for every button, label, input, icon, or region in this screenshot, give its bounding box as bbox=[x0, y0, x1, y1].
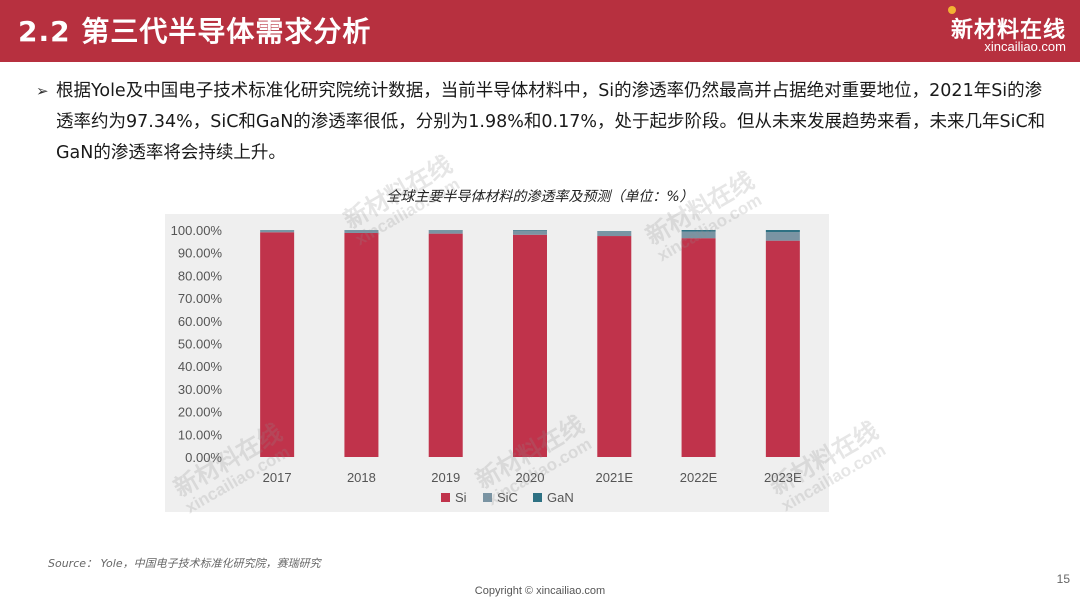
bar-si-2021e bbox=[597, 236, 632, 457]
bullet-arrow-icon: ➢ bbox=[36, 82, 49, 100]
y-tick-label: 50.00% bbox=[178, 337, 223, 352]
bullet-paragraph: ➢ 根据Yole及中国电子技术标准化研究院统计数据，当前半导体材料中，Si的渗透… bbox=[36, 76, 1056, 169]
title-bar: 2.2 第三代半导体需求分析 新材料在线 xincailiao.com bbox=[0, 0, 1080, 62]
bar-sic-2020 bbox=[513, 230, 547, 235]
x-tick-label: 2022E bbox=[680, 470, 718, 485]
legend-label-si: Si bbox=[455, 490, 467, 505]
bar-gan-2022e bbox=[681, 230, 716, 232]
bar-si-2020 bbox=[513, 234, 547, 457]
y-tick-label: 80.00% bbox=[178, 268, 223, 283]
chart-title: 全球主要半导体材料的渗透率及预测（单位：%） bbox=[386, 189, 694, 205]
y-tick-label: 90.00% bbox=[178, 246, 223, 261]
legend-swatch-gan bbox=[533, 493, 542, 502]
y-tick-label: 30.00% bbox=[178, 382, 223, 397]
page-title: 2.2 第三代半导体需求分析 bbox=[18, 15, 372, 48]
bar-si-2018 bbox=[344, 232, 379, 457]
logo-english-text: xincailiao.com bbox=[984, 39, 1066, 54]
x-tick-label: 2019 bbox=[431, 470, 460, 485]
x-tick-label: 2018 bbox=[347, 470, 376, 485]
y-tick-label: 70.00% bbox=[178, 291, 223, 306]
bar-sic-2022e bbox=[681, 231, 716, 239]
logo-dot-icon bbox=[948, 6, 956, 14]
y-tick-label: 60.00% bbox=[178, 314, 223, 329]
x-tick-label: 2021E bbox=[595, 470, 633, 485]
legend-swatch-si bbox=[441, 493, 450, 502]
legend-label-sic: SiC bbox=[497, 490, 518, 505]
bar-sic-2023e bbox=[765, 232, 800, 241]
bar-si-2019 bbox=[428, 233, 463, 457]
x-tick-label: 2017 bbox=[263, 470, 292, 485]
y-tick-label: 40.00% bbox=[178, 359, 223, 374]
copyright-text: Copyright © xincailiao.com bbox=[474, 585, 606, 597]
bar-sic-2021e bbox=[597, 231, 632, 237]
bar-gan-2023e bbox=[765, 230, 800, 233]
x-tick-label: 2023E bbox=[764, 470, 802, 485]
bar-si-2017 bbox=[260, 232, 295, 457]
legend-swatch-sic bbox=[483, 493, 492, 502]
x-tick-label: 2020 bbox=[516, 470, 545, 485]
source-note: Source： Yole，中国电子技术标准化研究院，赛瑞研究 bbox=[48, 557, 321, 570]
y-tick-label: 0.00% bbox=[185, 450, 222, 465]
bullet-text: 根据Yole及中国电子技术标准化研究院统计数据，当前半导体材料中，Si的渗透率仍… bbox=[56, 81, 1046, 163]
page-number: 15 bbox=[1056, 572, 1070, 586]
bar-si-2023e bbox=[765, 240, 800, 457]
bar-sic-2018 bbox=[344, 230, 379, 233]
bar-sic-2019 bbox=[428, 230, 463, 234]
y-tick-label: 20.00% bbox=[178, 405, 223, 420]
y-tick-label: 10.00% bbox=[178, 427, 223, 442]
bar-sic-2017 bbox=[260, 230, 295, 233]
legend-label-gan: GaN bbox=[547, 490, 574, 505]
y-tick-label: 100.00% bbox=[171, 223, 223, 238]
brand-logo: 新材料在线 xincailiao.com bbox=[938, 6, 1068, 56]
logo-chinese-text: 新材料在线 bbox=[950, 18, 1066, 43]
bar-si-2022e bbox=[681, 238, 716, 457]
